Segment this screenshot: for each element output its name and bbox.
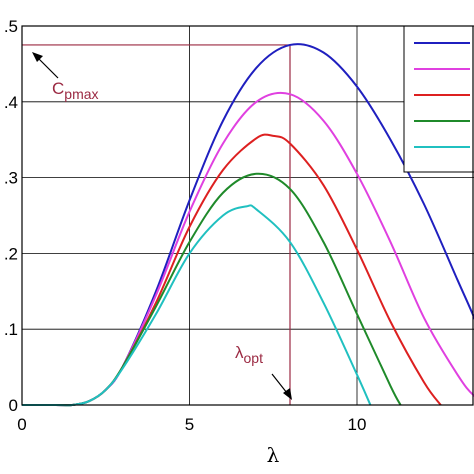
plot-frame — [21, 25, 474, 406]
cpmax-arrowhead — [32, 52, 43, 62]
legend — [403, 25, 474, 173]
cpmax-annotation: Cpmax — [52, 79, 99, 102]
lambda-opt-annotation-sub: opt — [244, 350, 264, 366]
lambda-opt-annotation-main: λ — [235, 343, 244, 362]
x-tick-label-1: 5 — [185, 415, 194, 434]
y-tick-label-3: .3 — [4, 169, 18, 188]
annotations: Cpmax λopt — [32, 52, 292, 400]
cpmax-arrow — [37, 57, 59, 79]
series-line-5 — [22, 204, 372, 407]
y-tick-label-0: 0 — [9, 396, 18, 415]
y-tick-label-4: .4 — [4, 93, 18, 112]
tick-labels: 0 5 10 0 .1 .2 .3 .4 .5 — [4, 17, 367, 434]
reference-lines — [22, 44, 291, 405]
y-tick-label-2: .2 — [4, 244, 18, 263]
lambda-opt-arrowhead — [283, 388, 292, 400]
cpmax-annotation-sub: pmax — [64, 86, 98, 102]
lambda-opt-annotation: λopt — [235, 343, 263, 366]
x-axis-label: λ — [267, 443, 280, 467]
cpmax-annotation-main: C — [52, 79, 64, 98]
y-tick-label-1: .1 — [4, 320, 18, 339]
grid-lines — [22, 26, 474, 405]
data-series — [22, 43, 474, 407]
lambda-opt-arrow — [271, 373, 288, 394]
series-line-3 — [22, 133, 442, 407]
y-tick-label-5: .5 — [4, 17, 18, 36]
x-tick-label-2: 10 — [348, 415, 367, 434]
x-tick-label-0: 0 — [17, 415, 26, 434]
series-line-4 — [22, 172, 402, 407]
legend-box — [403, 25, 474, 173]
